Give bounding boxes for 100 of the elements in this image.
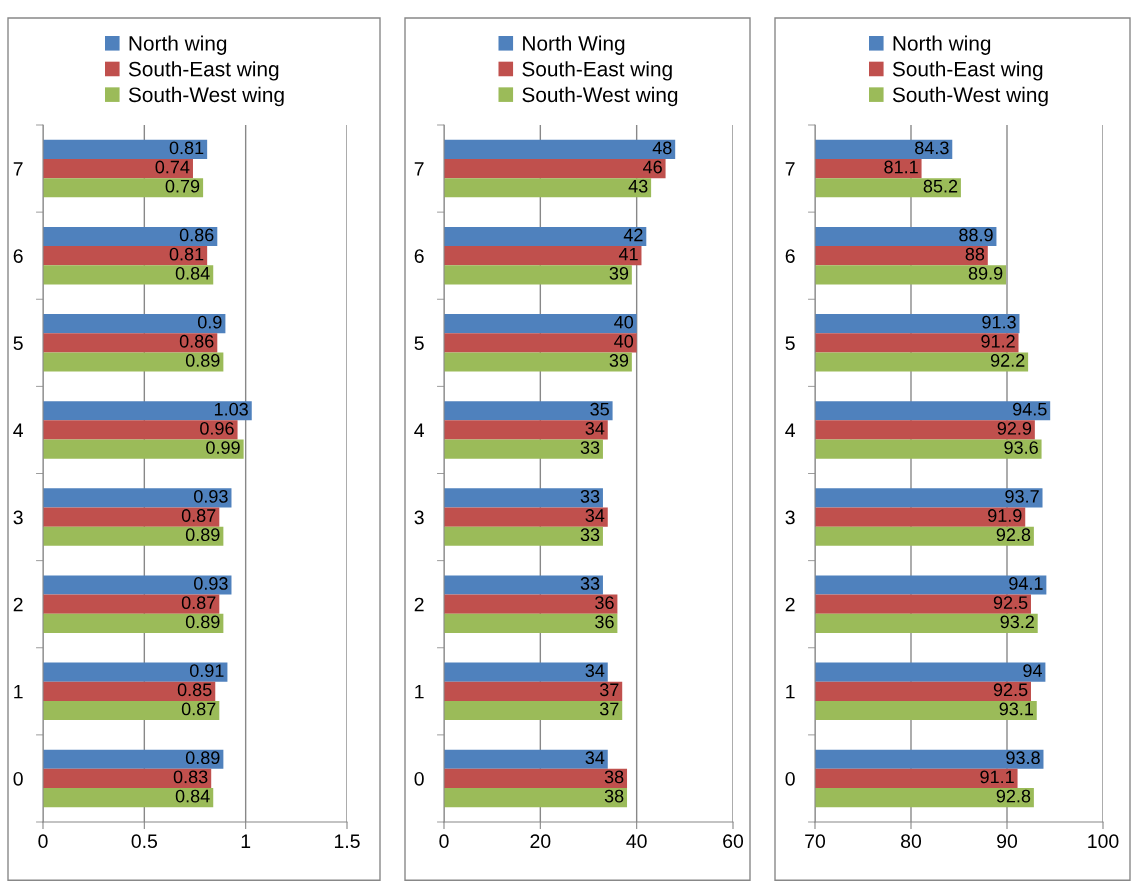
bar bbox=[43, 314, 226, 334]
y-tick-label: 6 bbox=[13, 249, 23, 263]
data-label: 38 bbox=[604, 770, 624, 784]
data-label: 92.5 bbox=[993, 683, 1028, 697]
data-label: 92.8 bbox=[996, 789, 1031, 803]
y-tick-label: 1 bbox=[14, 684, 23, 699]
legend-label: North Wing bbox=[523, 35, 625, 55]
data-label: 0.89 bbox=[185, 354, 220, 367]
y-tick-label: 2 bbox=[13, 597, 23, 612]
bar bbox=[444, 613, 618, 633]
data-label: 94.1 bbox=[1009, 577, 1043, 590]
bar bbox=[444, 575, 603, 595]
data-label: 0.9 bbox=[197, 315, 222, 329]
data-label: 33 bbox=[580, 489, 600, 503]
data-label: 37 bbox=[599, 702, 619, 716]
bar bbox=[43, 158, 193, 179]
y-tick-label: 2 bbox=[414, 597, 424, 612]
data-label: 0.87 bbox=[181, 509, 216, 522]
data-label: 93.1 bbox=[999, 702, 1033, 716]
y-tick-label: 7 bbox=[414, 162, 424, 176]
data-label: 92.2 bbox=[990, 354, 1025, 367]
data-label: 34 bbox=[585, 751, 605, 765]
data-label: 34 bbox=[585, 664, 605, 677]
y-tick-label: 0 bbox=[13, 771, 23, 786]
data-label: 88.9 bbox=[959, 228, 993, 242]
data-label: 0.87 bbox=[181, 702, 216, 716]
bar bbox=[444, 265, 632, 285]
bar bbox=[43, 749, 224, 769]
y-tick-label: 5 bbox=[785, 336, 795, 351]
x-tick-label: 1.5 bbox=[334, 834, 360, 849]
data-label: 91.3 bbox=[982, 315, 1016, 329]
data-label: 43 bbox=[628, 179, 648, 193]
data-label: 92.9 bbox=[997, 422, 1032, 435]
x-tick-label: 40 bbox=[626, 834, 647, 849]
data-label: 0.84 bbox=[175, 789, 210, 803]
data-label: 93.7 bbox=[1005, 489, 1039, 503]
y-tick-label: 0 bbox=[414, 771, 424, 786]
data-label: 0.81 bbox=[169, 141, 204, 155]
x-tick-label: 100 bbox=[1088, 834, 1119, 849]
bar bbox=[43, 226, 218, 247]
data-label: 0.83 bbox=[173, 770, 208, 784]
y-tick-label: 5 bbox=[414, 336, 424, 351]
data-label: 88 bbox=[965, 247, 985, 261]
data-label: 93.6 bbox=[1004, 441, 1038, 454]
data-label: 91.1 bbox=[980, 770, 1014, 784]
legend-label: North wing bbox=[129, 35, 227, 55]
bar bbox=[444, 768, 628, 789]
bar bbox=[43, 575, 232, 595]
x-tick-label: 80 bbox=[901, 834, 922, 849]
data-label: 42 bbox=[623, 228, 643, 242]
bar bbox=[43, 139, 208, 159]
y-tick-label: 5 bbox=[13, 336, 23, 351]
data-label: 0.79 bbox=[165, 179, 200, 193]
bar bbox=[444, 700, 623, 721]
bar bbox=[444, 662, 608, 682]
y-tick-label: 7 bbox=[785, 162, 795, 176]
bar bbox=[43, 420, 238, 440]
bar bbox=[444, 314, 637, 334]
data-label: 35 bbox=[590, 402, 609, 416]
bar bbox=[43, 246, 208, 266]
x-tick-label: 0 bbox=[38, 834, 48, 849]
data-label: 33 bbox=[580, 441, 600, 454]
bar bbox=[43, 594, 220, 614]
data-label: 34 bbox=[585, 422, 605, 435]
bar bbox=[444, 749, 608, 769]
bar bbox=[444, 139, 676, 159]
bar bbox=[444, 246, 642, 266]
data-label: 0.93 bbox=[194, 577, 228, 590]
y-tick-label: 7 bbox=[13, 162, 23, 176]
bar bbox=[444, 594, 618, 614]
data-label: 39 bbox=[609, 354, 629, 367]
y-tick-label: 0 bbox=[785, 771, 795, 786]
bar bbox=[43, 178, 204, 198]
data-label: 0.89 bbox=[185, 751, 220, 765]
legend-label: South-West wing bbox=[892, 86, 1048, 107]
x-tick-label: 0 bbox=[439, 834, 449, 849]
bar bbox=[43, 488, 232, 508]
data-label: 0.89 bbox=[185, 528, 220, 542]
x-tick-label: 0.5 bbox=[131, 834, 158, 849]
bar bbox=[444, 226, 647, 247]
data-label: 0.96 bbox=[200, 422, 234, 435]
data-label: 91.2 bbox=[981, 334, 1015, 348]
bar bbox=[444, 526, 603, 546]
data-label: 40 bbox=[614, 315, 634, 329]
y-tick-label: 1 bbox=[786, 684, 795, 699]
data-label: 0.84 bbox=[175, 266, 210, 280]
data-label: 36 bbox=[595, 615, 614, 629]
bar bbox=[43, 768, 212, 789]
bar bbox=[444, 488, 603, 508]
y-tick-label: 6 bbox=[414, 249, 424, 263]
data-label: 40 bbox=[614, 334, 634, 348]
bar bbox=[43, 333, 218, 353]
bar bbox=[43, 265, 214, 285]
data-label: 41 bbox=[618, 247, 638, 261]
data-label: 33 bbox=[580, 577, 600, 590]
bar bbox=[444, 788, 628, 808]
data-label: 0.81 bbox=[169, 247, 204, 261]
legend-label: South-West wing bbox=[522, 86, 678, 107]
legend-label: South-West wing bbox=[128, 86, 284, 107]
data-label: 46 bbox=[643, 160, 662, 174]
